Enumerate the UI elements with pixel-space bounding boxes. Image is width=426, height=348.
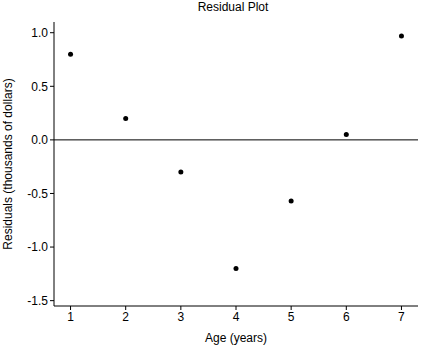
svg-text:Age (years): Age (years): [205, 331, 267, 345]
svg-text:1.0: 1.0: [31, 26, 48, 40]
svg-text:0.5: 0.5: [31, 80, 48, 94]
svg-text:-1.0: -1.0: [27, 240, 48, 254]
svg-text:0.0: 0.0: [31, 133, 48, 147]
svg-text:-1.5: -1.5: [27, 294, 48, 308]
svg-text:6: 6: [343, 310, 350, 324]
svg-text:2: 2: [122, 310, 129, 324]
svg-text:1: 1: [67, 310, 74, 324]
svg-text:7: 7: [398, 310, 405, 324]
svg-text:Residuals (thousands of dollar: Residuals (thousands of dollars): [8, 78, 15, 249]
html-text:Residual Plot: Residual Plot: [197, 0, 269, 14]
svg-text:3: 3: [178, 310, 185, 324]
svg-text:4: 4: [233, 310, 240, 324]
svg-text:-0.5: -0.5: [27, 187, 48, 201]
svg-text:5: 5: [288, 310, 295, 324]
